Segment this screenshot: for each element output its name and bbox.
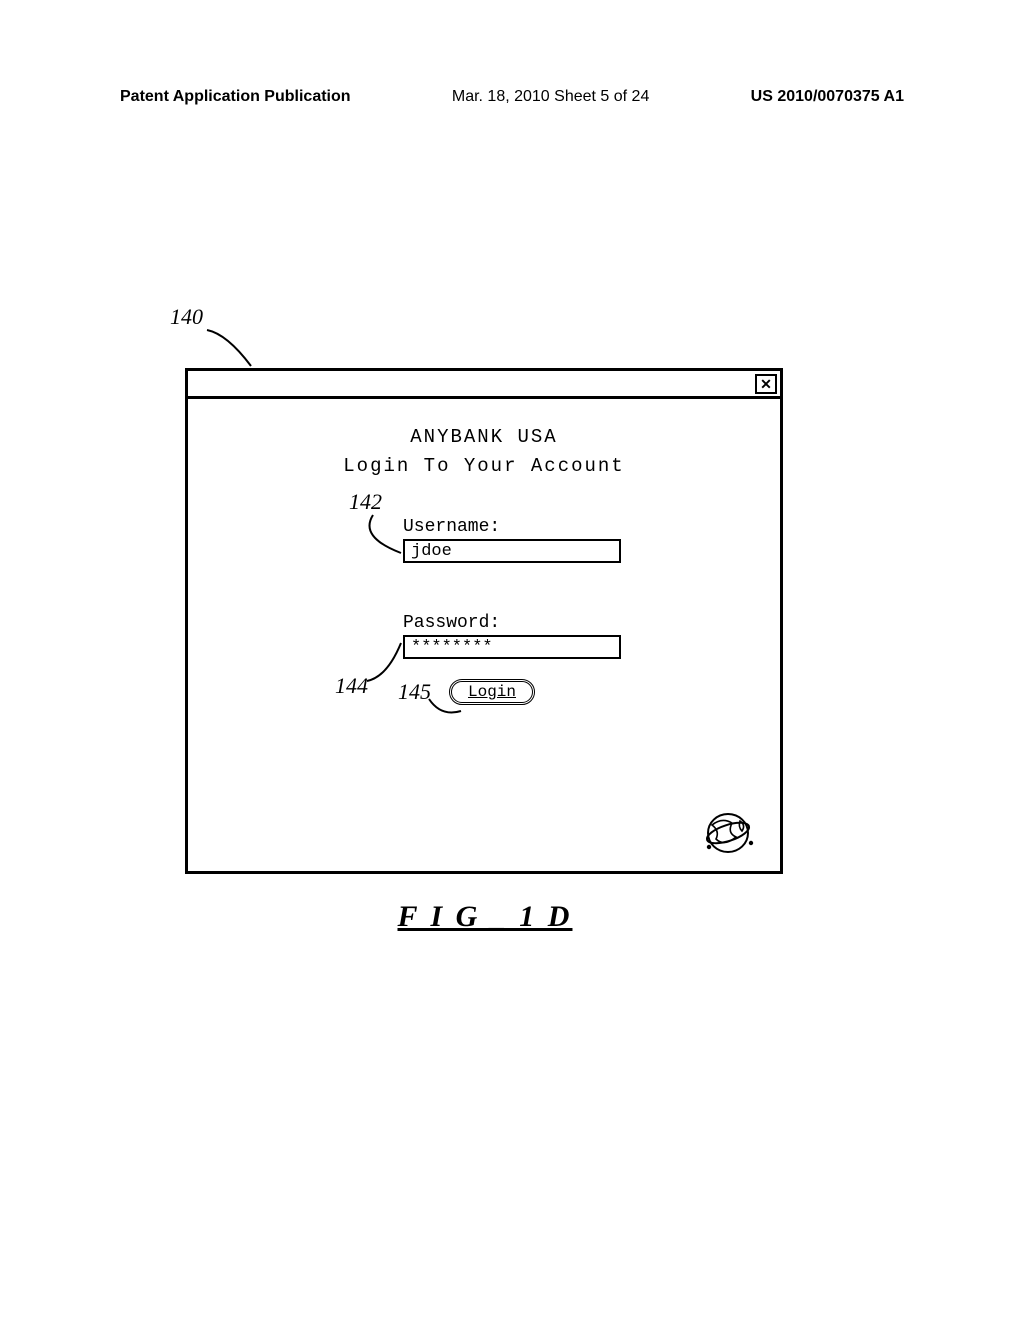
leader-line-140 <box>205 328 261 368</box>
login-heading: ANYBANK USA Login To Your Account <box>188 423 780 480</box>
login-row: 145 Login <box>398 679 535 705</box>
bank-name: ANYBANK USA <box>188 423 780 452</box>
password-input[interactable] <box>403 635 621 659</box>
header-left: Patent Application Publication <box>120 88 351 106</box>
globe-icon <box>702 807 758 857</box>
username-label: Username: <box>403 517 633 537</box>
patent-header: Patent Application Publication Mar. 18, … <box>120 88 904 106</box>
close-button[interactable]: ✕ <box>755 374 777 394</box>
ref-label-142: 142 <box>349 489 382 515</box>
username-input[interactable] <box>403 539 621 563</box>
leader-line-145 <box>427 697 463 719</box>
password-label: Password: <box>403 613 633 633</box>
close-icon: ✕ <box>760 377 772 391</box>
username-block: 142 Username: <box>403 517 633 563</box>
login-subtitle: Login To Your Account <box>188 452 780 481</box>
header-center: Mar. 18, 2010 Sheet 5 of 24 <box>452 88 649 106</box>
header-right: US 2010/0070375 A1 <box>751 88 904 106</box>
window-content: ANYBANK USA Login To Your Account 142 Us… <box>188 399 780 871</box>
password-block: 144 Password: <box>403 613 633 659</box>
window-titlebar: ✕ <box>188 371 780 399</box>
leader-line-144 <box>359 639 405 683</box>
login-button-wrap: Login <box>449 679 535 705</box>
leader-line-142 <box>361 513 405 557</box>
login-window: ✕ ANYBANK USA Login To Your Account 142 … <box>185 368 783 874</box>
ref-label-140: 140 <box>170 304 203 330</box>
figure-label: F I G _ 1 D <box>165 900 805 934</box>
